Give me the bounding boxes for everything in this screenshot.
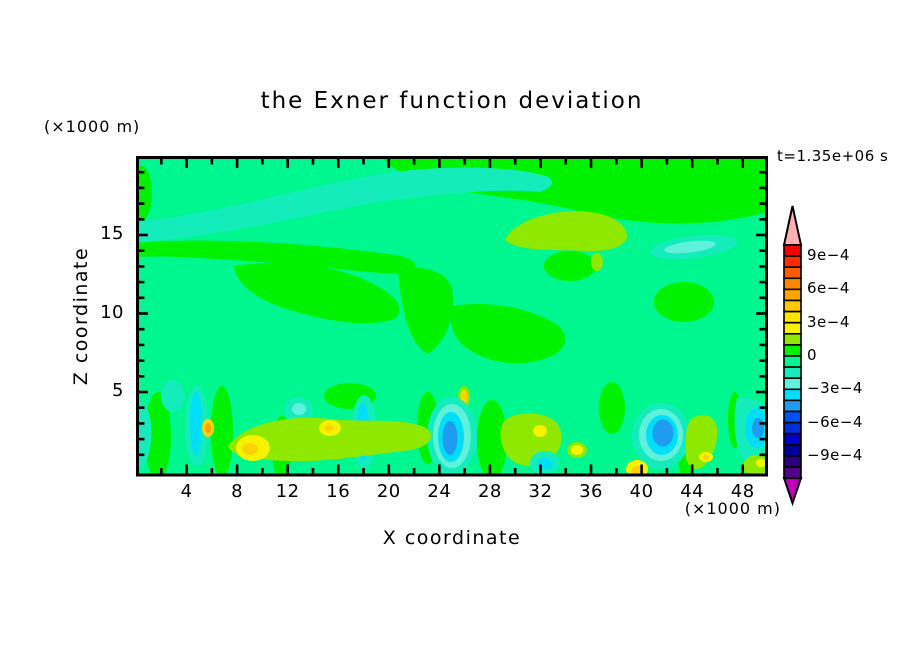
x-tick-label: 36 — [579, 481, 603, 502]
contour-region — [442, 421, 458, 455]
colorbar-segment — [783, 388, 802, 402]
contour-region — [190, 392, 202, 456]
colorbar-over-arrow — [782, 205, 803, 246]
colorbar-segment — [783, 432, 802, 446]
contour-region — [161, 380, 185, 412]
colorbar-segment — [783, 277, 802, 291]
contour-region — [242, 443, 258, 455]
colorbar-segment — [783, 399, 802, 413]
contour-region — [234, 262, 400, 324]
contour-region — [703, 454, 709, 460]
x-axis-unit-label: (×1000 m) — [684, 499, 781, 518]
plot-frame — [136, 156, 768, 477]
z-tick-label: 15 — [100, 223, 124, 244]
colorbar-segment — [783, 310, 802, 324]
contour-region — [450, 304, 566, 364]
plot-title: the Exner function deviation — [260, 88, 644, 114]
contour-region — [599, 382, 625, 434]
colorbar-tick-label: 9e−4 — [807, 246, 850, 265]
x-tick-label: 40 — [629, 481, 654, 502]
time-annotation: t=1.35e+06 s — [777, 147, 889, 165]
colorbar-segment — [783, 266, 802, 280]
x-axis-title: X coordinate — [382, 527, 522, 549]
contour-region — [664, 240, 716, 254]
contour-region — [544, 251, 596, 281]
contour-region — [477, 400, 507, 476]
contour-region — [505, 211, 628, 252]
contour-region — [211, 386, 233, 476]
colorbar-segment — [783, 244, 802, 257]
contour-region — [654, 282, 714, 322]
x-tick-label: 12 — [275, 481, 300, 502]
colorbar-segment — [783, 299, 802, 313]
colorbar-segment — [783, 332, 802, 346]
x-tick-label: 48 — [730, 481, 755, 502]
contour-region — [591, 253, 603, 271]
z-tick-label: 10 — [100, 301, 124, 323]
colorbar-under-arrow — [782, 477, 803, 507]
colorbar-segment — [783, 355, 802, 368]
contour-region — [324, 424, 334, 432]
contour-region — [137, 167, 552, 242]
colorbar-tick-label: 3e−4 — [807, 312, 850, 331]
contour-region — [137, 400, 152, 470]
colorbar-segment — [783, 366, 802, 380]
colorbar-segment — [783, 421, 802, 435]
colorbar-tick-label: −3e−4 — [807, 379, 863, 398]
x-tick-label: 28 — [477, 481, 502, 502]
colorbar-segment — [783, 321, 802, 335]
x-tick-label: 8 — [231, 481, 244, 502]
colorbar-segment — [783, 377, 802, 391]
colorbar-segment — [783, 466, 802, 479]
colorbar-segment — [783, 344, 802, 357]
contour-region — [145, 392, 171, 476]
x-tick-label: 44 — [680, 481, 705, 502]
contour-region — [756, 459, 766, 467]
contour-region — [137, 166, 152, 220]
x-tick-label: 20 — [376, 481, 401, 502]
x-tick-label: 4 — [180, 481, 193, 502]
contour-region — [533, 425, 547, 437]
x-tick-label: 24 — [427, 481, 452, 502]
colorbar-segment — [783, 255, 802, 269]
colorbar-tick-label: −9e−4 — [807, 445, 863, 464]
z-tick-label: 5 — [112, 380, 124, 401]
contour-region — [228, 417, 432, 462]
x-tick-label: 16 — [326, 481, 351, 502]
contour-region — [205, 423, 211, 433]
contour-region — [398, 267, 453, 354]
z-axis-unit-label: (×1000 m) — [44, 117, 141, 136]
contour-region — [752, 418, 764, 438]
contour-region — [292, 403, 306, 415]
colorbar-tick-label: 0 — [807, 346, 818, 364]
contour-field — [137, 157, 767, 476]
colorbar-tick-label: −6e−4 — [807, 412, 863, 431]
colorbar-tick-label: 6e−4 — [807, 279, 850, 298]
colorbar-segment — [783, 288, 802, 302]
contour-region — [137, 240, 416, 274]
contour-region — [571, 445, 583, 455]
colorbar-segment — [783, 410, 802, 424]
contour-region — [652, 419, 674, 447]
x-tick-label: 32 — [528, 481, 553, 502]
colorbar-segment — [783, 455, 802, 468]
colorbar-segment — [783, 443, 802, 457]
contour-region — [631, 466, 643, 476]
